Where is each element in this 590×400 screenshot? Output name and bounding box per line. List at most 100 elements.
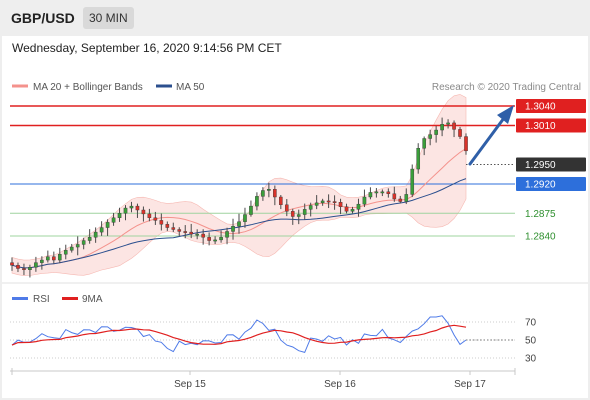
- candle: [362, 196, 367, 205]
- level-label-3: 1.2920: [525, 180, 556, 191]
- rsi-tick-30: 30: [525, 354, 537, 365]
- rsi-line: [11, 315, 467, 354]
- level-label-0: 1.3040: [525, 102, 556, 113]
- candle: [326, 200, 331, 203]
- candle: [22, 268, 26, 270]
- candle: [52, 256, 56, 261]
- candle: [314, 202, 319, 206]
- candle: [16, 265, 20, 269]
- candle: [87, 237, 92, 241]
- candle: [416, 148, 421, 170]
- forecast-arrow-shaft: [468, 116, 506, 166]
- level-label-1: 1.3010: [525, 121, 556, 132]
- rsi-legend: RSI 9MA: [12, 294, 103, 305]
- candle: [398, 198, 403, 202]
- datetime-label: Wednesday, September 16, 2020 9:14:56 PM…: [12, 41, 282, 55]
- candle: [111, 217, 116, 223]
- candle: [75, 244, 80, 248]
- candle: [213, 239, 217, 242]
- legend-9ma-swatch: [62, 297, 78, 300]
- candle: [464, 136, 468, 152]
- candle: [225, 231, 229, 238]
- candle: [117, 213, 122, 219]
- candle: [40, 259, 44, 263]
- candle: [458, 129, 462, 137]
- forecast-arrow-head: [497, 105, 514, 124]
- candle: [249, 205, 253, 215]
- candle: [284, 204, 289, 212]
- candle: [452, 122, 456, 130]
- candle: [332, 201, 337, 203]
- support-label-4: 1.2875: [525, 209, 556, 220]
- candle: [105, 222, 110, 228]
- candle: [63, 250, 68, 255]
- price-levels: [10, 105, 515, 237]
- legend-ma20-swatch: [12, 84, 28, 88]
- candle: [446, 122, 450, 125]
- candle: [243, 214, 247, 222]
- currency-pair: GBP/USD: [11, 10, 75, 26]
- candle: [308, 205, 313, 210]
- candle: [261, 190, 265, 197]
- candle: [428, 134, 432, 139]
- candle: [69, 246, 74, 251]
- level-badge-2: [516, 157, 586, 172]
- rsi-tick-70: 70: [525, 318, 537, 329]
- candle: [81, 240, 86, 245]
- bollinger-band-area: [11, 94, 467, 277]
- rsi-tick-50: 50: [525, 336, 537, 347]
- candle: [219, 237, 223, 241]
- support-label-5: 1.2840: [525, 232, 556, 243]
- rsi-ma-line: [11, 324, 467, 346]
- candle: [392, 193, 397, 200]
- legend-rsi-label: RSI: [33, 294, 50, 305]
- candle: [255, 196, 259, 207]
- candle: [195, 233, 199, 236]
- candle: [434, 129, 438, 135]
- candle: [338, 201, 343, 207]
- candle: [296, 214, 301, 217]
- candle: [380, 191, 385, 194]
- x-axis-labels: Sep 15 Sep 16 Sep 17: [11, 368, 516, 390]
- level-label-2: 1.2950: [525, 160, 556, 171]
- candle: [386, 191, 391, 194]
- legend-ma50-swatch: [156, 84, 172, 88]
- candle: [147, 213, 152, 218]
- chart-header: GBP/USD 30 MIN: [0, 0, 590, 36]
- candle: [28, 267, 32, 271]
- candle: [237, 221, 241, 227]
- candle: [410, 168, 415, 195]
- candle: [135, 205, 140, 211]
- candle: [183, 231, 188, 233]
- x-label-2: Sep 17: [454, 379, 486, 390]
- candle: [207, 237, 211, 241]
- price-legend: MA 20 + Bollinger Bands MA 50: [12, 82, 205, 93]
- x-label-1: Sep 16: [324, 379, 356, 390]
- candle: [99, 227, 104, 233]
- candle: [404, 194, 409, 202]
- candle: [159, 220, 164, 225]
- candle: [141, 209, 146, 215]
- candle: [10, 262, 14, 266]
- candle: [231, 226, 235, 232]
- timeframe-button[interactable]: 30 MIN: [83, 7, 134, 29]
- candle: [189, 231, 194, 235]
- candles: [10, 117, 468, 278]
- candle: [153, 217, 158, 221]
- level-badge-1: [516, 118, 586, 133]
- candle: [368, 192, 373, 198]
- candle: [129, 205, 134, 209]
- candle: [374, 191, 379, 194]
- candle: [279, 196, 283, 206]
- candle: [422, 138, 426, 149]
- candle: [123, 207, 128, 214]
- level-labels: 1.3040 1.3010 1.2950 1.2920 1.2875 1.2840: [516, 99, 586, 243]
- candle: [344, 206, 349, 212]
- candle: [201, 233, 205, 238]
- bollinger-bands: [11, 94, 467, 277]
- candle: [440, 123, 444, 131]
- legend-9ma-label: 9MA: [82, 294, 103, 305]
- candle: [267, 188, 271, 191]
- candle: [93, 231, 98, 238]
- legend-ma50-label: MA 50: [176, 82, 205, 93]
